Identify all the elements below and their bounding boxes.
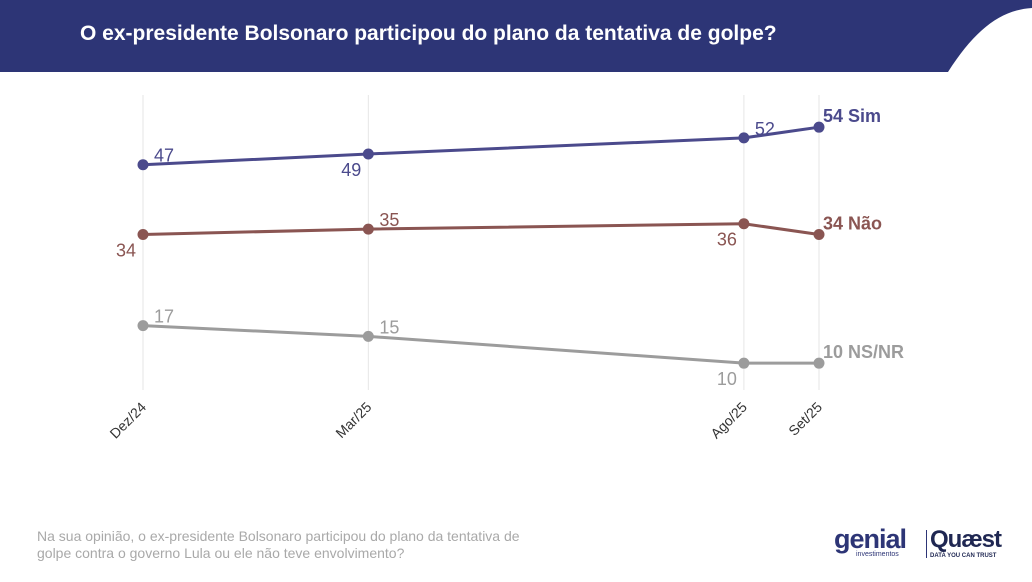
logo-divider bbox=[926, 530, 927, 558]
series-line-sim bbox=[142, 125, 820, 167]
data-point-nsnr bbox=[738, 357, 750, 369]
brand-logos: genial investimentos Quæst DATA YOU CAN … bbox=[834, 524, 1014, 564]
data-label-sim: 47 bbox=[154, 146, 174, 166]
data-point-sim bbox=[813, 121, 825, 133]
data-point-nsnr bbox=[362, 330, 374, 342]
data-label-nsnr: 17 bbox=[154, 307, 174, 327]
data-label-no: 35 bbox=[379, 210, 399, 230]
question-footnote: Na sua opinião, o ex-presidente Bolsonar… bbox=[37, 528, 520, 561]
data-label-nsnr: 10 bbox=[717, 369, 737, 389]
series-end-label-sim: 54 Sim bbox=[823, 106, 881, 126]
data-point-no bbox=[362, 223, 374, 235]
line-chart: Dez/24 Mar/25 Ago/25 Set/25 47 49 52 54 Sim 34 35… bbox=[106, 95, 904, 442]
genial-logo-subtitle: investimentos bbox=[856, 551, 899, 558]
data-label-nsnr: 15 bbox=[379, 317, 399, 337]
data-point-nsnr bbox=[137, 320, 149, 332]
data-point-no bbox=[813, 228, 825, 240]
x-tick-label: Set/25 bbox=[785, 399, 825, 439]
header-background bbox=[0, 0, 1032, 72]
data-point-no bbox=[137, 228, 149, 240]
data-point-sim bbox=[738, 132, 750, 144]
page-title: O ex-presidente Bolsonaro participou do … bbox=[80, 22, 777, 45]
data-label-no: 34 bbox=[116, 240, 136, 260]
data-point-no bbox=[738, 218, 750, 230]
data-label-sim: 52 bbox=[755, 119, 775, 139]
quaest-logo-subtitle: DATA YOU CAN TRUST bbox=[930, 553, 997, 559]
series-line-no bbox=[142, 222, 820, 236]
x-tick-label: Ago/25 bbox=[707, 399, 750, 442]
x-tick-label: Mar/25 bbox=[332, 399, 374, 441]
series-end-label-nsnr: 10 NS/NR bbox=[823, 342, 904, 362]
series-line-nsnr bbox=[142, 324, 819, 365]
series-end-label-no: 34 Não bbox=[823, 213, 882, 233]
x-tick-label: Dez/24 bbox=[106, 399, 149, 442]
genial-logo: genial bbox=[834, 524, 907, 554]
data-point-sim bbox=[137, 159, 149, 171]
data-label-no: 36 bbox=[717, 230, 737, 250]
header-banner: O ex-presidente Bolsonaro participou do … bbox=[0, 0, 1032, 72]
data-label-sim: 49 bbox=[341, 160, 361, 180]
data-point-sim bbox=[362, 148, 374, 160]
data-point-nsnr bbox=[813, 357, 825, 369]
quaest-logo: Quæst bbox=[930, 526, 1002, 553]
